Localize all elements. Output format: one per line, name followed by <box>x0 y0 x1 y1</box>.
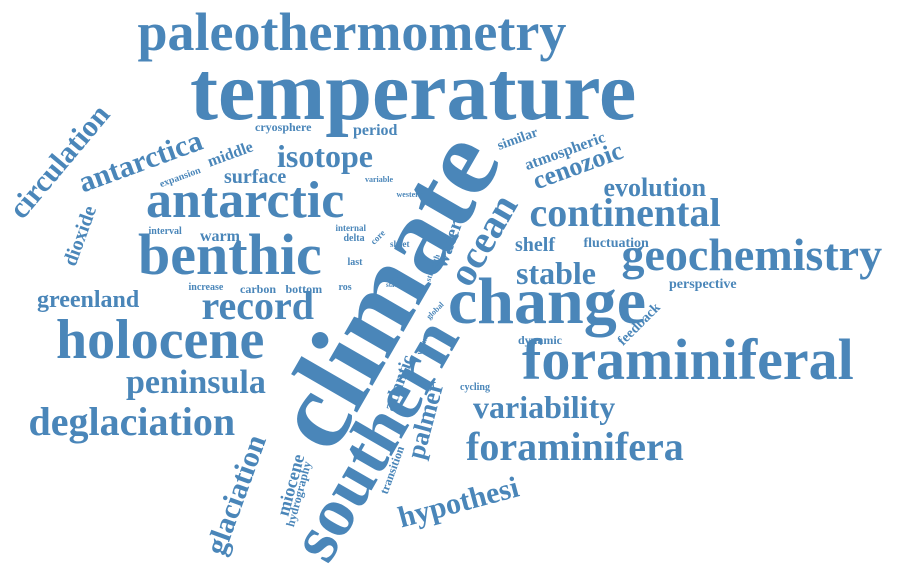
word-carbon: carbon <box>240 282 276 296</box>
word-delta: delta <box>343 233 365 244</box>
word-fluctuation: fluctuation <box>583 236 649 251</box>
word-warm: warm <box>200 228 240 245</box>
word-isotope: isotope <box>277 138 373 174</box>
word-holocene: holocene <box>56 309 265 371</box>
word-dynamic: dynamic <box>518 333 563 347</box>
word-last: last <box>347 257 363 268</box>
word-cryosphere: cryosphere <box>255 120 312 134</box>
word-bottom: bottom <box>285 282 323 296</box>
word-variability: variability <box>473 389 616 425</box>
word-deglaciation: deglaciation <box>28 399 236 444</box>
word-increase: increase <box>188 282 224 293</box>
word-sheet: sheet <box>390 238 410 249</box>
word-glaciation: glaciation <box>198 430 273 560</box>
word-antarctic: antarctic <box>146 172 345 229</box>
word-period: period <box>353 122 398 139</box>
word-dioxide: dioxide <box>59 202 102 270</box>
word-peninsula: peninsula <box>126 364 266 401</box>
word-cycling: cycling <box>460 382 490 393</box>
word-variable: variable <box>365 175 393 184</box>
word-temperature: temperature <box>190 45 637 138</box>
word-continental: continental <box>529 190 721 235</box>
word-change: change <box>448 265 646 338</box>
word-western: western <box>396 190 424 199</box>
word-foraminifera: foraminifera <box>466 424 684 469</box>
word-geochemistry: geochemistry <box>621 229 883 280</box>
word-paleothermometry: paleothermometry <box>137 2 567 62</box>
word-foraminiferal: foraminiferal <box>522 327 854 392</box>
word-perspective: perspective <box>669 277 737 292</box>
word-evolution: evolution <box>603 173 707 202</box>
word-cace: cace <box>385 273 399 282</box>
word-record: record <box>201 283 315 328</box>
word-surface: surface <box>224 166 287 188</box>
word-stable: stable <box>516 255 596 291</box>
word-interval: interval <box>148 226 182 237</box>
word-greenland: greenland <box>37 287 140 313</box>
word-hypothesi: hypothesi <box>394 470 522 535</box>
word-ros: ros <box>338 282 352 293</box>
word-benthic: benthic <box>138 222 322 287</box>
word-state: state <box>386 280 400 289</box>
word-internal: internal <box>335 222 367 233</box>
word-shelf: shelf <box>515 234 555 256</box>
